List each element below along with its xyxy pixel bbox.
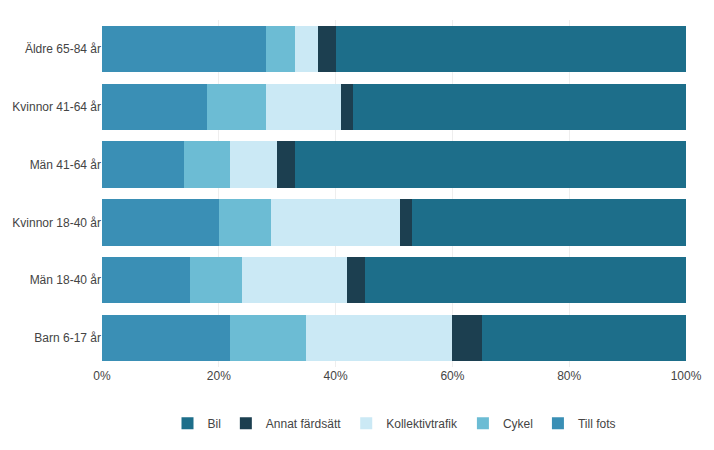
svg-text:Kvinnor 18-40 år: Kvinnor 18-40 år (12, 216, 101, 230)
svg-text:Äldre 65-84 år: Äldre 65-84 år (25, 42, 101, 56)
svg-text:Barn 6-17 år: Barn 6-17 år (34, 331, 101, 345)
svg-text:Kollektivtrafik: Kollektivtrafik (386, 417, 458, 431)
svg-text:0%: 0% (93, 369, 111, 383)
svg-text:Cykel: Cykel (503, 417, 533, 431)
svg-text:100%: 100% (671, 369, 702, 383)
svg-text:Män 41-64 år: Män 41-64 år (30, 158, 101, 172)
svg-text:Män 18-40 år: Män 18-40 år (30, 273, 101, 287)
svg-text:Annat färdsätt: Annat färdsätt (266, 417, 341, 431)
svg-text:Till fots: Till fots (578, 417, 616, 431)
svg-text:80%: 80% (557, 369, 581, 383)
svg-text:20%: 20% (207, 369, 231, 383)
svg-text:60%: 60% (440, 369, 464, 383)
svg-text:Bil: Bil (208, 417, 221, 431)
svg-text:Kvinnor 41-64 år: Kvinnor 41-64 år (12, 100, 101, 114)
svg-text:40%: 40% (324, 369, 348, 383)
